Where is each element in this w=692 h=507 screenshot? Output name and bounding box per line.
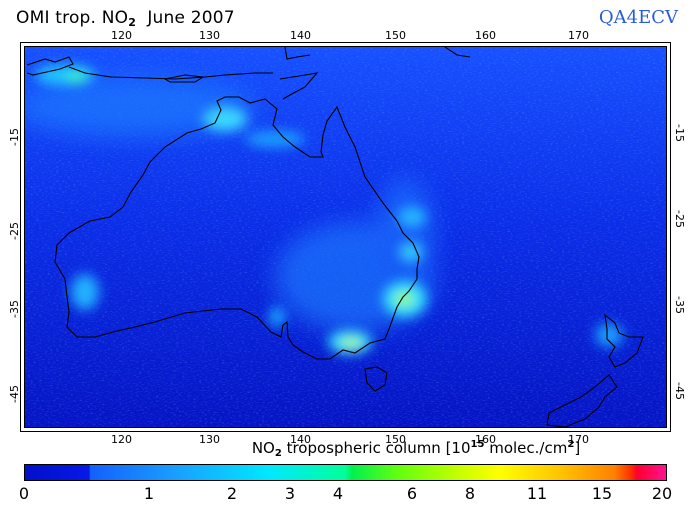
title-text: OMI trop. NO — [16, 8, 129, 28]
lon-tick-top: 130 — [199, 29, 220, 42]
colorbar-tick: 6 — [406, 484, 418, 503]
colorbar-title: NO2 tropospheric column [1015 molec./cm2… — [0, 439, 692, 459]
map-frame — [20, 42, 671, 432]
colorbar-tick: 20 — [651, 484, 673, 503]
lon-tick-bottom: 130 — [199, 433, 220, 446]
title-date: June 2007 — [147, 8, 235, 28]
lon-tick-bottom: 170 — [568, 433, 589, 446]
no2-map[interactable] — [24, 46, 667, 428]
colorbar-title-exponent: 15 — [470, 439, 485, 450]
colorbar-tick: 3 — [284, 484, 296, 503]
lon-tick-top: 150 — [385, 29, 406, 42]
colorbar-title-exponent: 2 — [567, 439, 575, 450]
lon-tick-top: 140 — [290, 29, 311, 42]
lon-tick-bottom: 140 — [290, 433, 311, 446]
colorbar-tick: 1 — [143, 484, 155, 503]
colorbar-title-text: tropospheric column [10 — [281, 439, 471, 457]
title-subscript: 2 — [128, 16, 137, 29]
map-title: OMI trop. NO2 June 2007 — [16, 8, 235, 29]
colorbar-tick: 4 — [332, 484, 344, 503]
colorbar-tick: 2 — [226, 484, 238, 503]
colorbar-tick: 15 — [591, 484, 613, 503]
lon-tick-bottom: 160 — [475, 433, 496, 446]
lon-tick-top: 170 — [568, 29, 589, 42]
lat-tick-right: -45 — [673, 382, 686, 400]
lon-tick-bottom: 150 — [385, 433, 406, 446]
colorbar-tick: 8 — [464, 484, 476, 503]
lon-tick-top: 120 — [111, 29, 132, 42]
colorbar-title-text: NO — [251, 439, 275, 457]
lat-tick-right: -25 — [673, 210, 686, 228]
lat-tick-right: -35 — [673, 296, 686, 314]
lat-tick-right: -15 — [673, 124, 686, 142]
colorbar-tick: 0 — [18, 484, 30, 503]
colorbar-title-subscript: 2 — [274, 448, 282, 459]
colorbar-title-text: ] — [574, 439, 581, 457]
colorbar-tick: 11 — [526, 484, 548, 503]
lon-tick-top: 160 — [475, 29, 496, 42]
brand-logo: QA4ECV — [598, 7, 678, 28]
colorbar — [24, 464, 667, 481]
map-canvas — [25, 47, 666, 427]
lon-tick-bottom: 120 — [111, 433, 132, 446]
colorbar-title-text: molec./cm — [484, 439, 568, 457]
